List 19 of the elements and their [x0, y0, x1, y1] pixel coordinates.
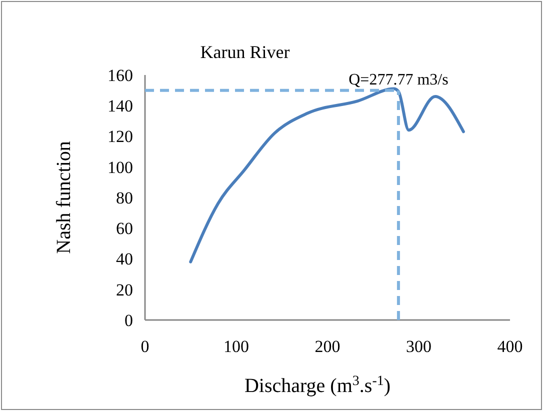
y-tick-label: 100 [108, 158, 133, 177]
x-axis-title: Discharge (m$^{3}$.s$^{-1}$) [244, 374, 391, 397]
y-tick-label: 0 [124, 310, 133, 330]
y-tick-label: 140 [108, 96, 133, 116]
y-tick-label: 120 [108, 127, 133, 146]
x-tick-label: 200 [314, 337, 340, 356]
line-series [189, 87, 465, 264]
chart-title: Karun River [200, 42, 290, 62]
x-tick-label: 300 [406, 337, 432, 356]
y-tick-label: 60 [116, 219, 133, 238]
x-tick-label: 100 [224, 337, 249, 356]
ref-line-label: Q=277.77 m3/s [348, 71, 448, 88]
x-tick-label: 0 [140, 337, 150, 356]
x-tick-label: 400 [497, 337, 523, 356]
y-axis-title: Nash function [53, 141, 75, 254]
y-tick-label: 40 [116, 250, 133, 269]
y-tick-label: 160 [108, 66, 133, 85]
y-tick-label: 80 [116, 188, 133, 208]
y-tick-label: 20 [116, 280, 133, 300]
